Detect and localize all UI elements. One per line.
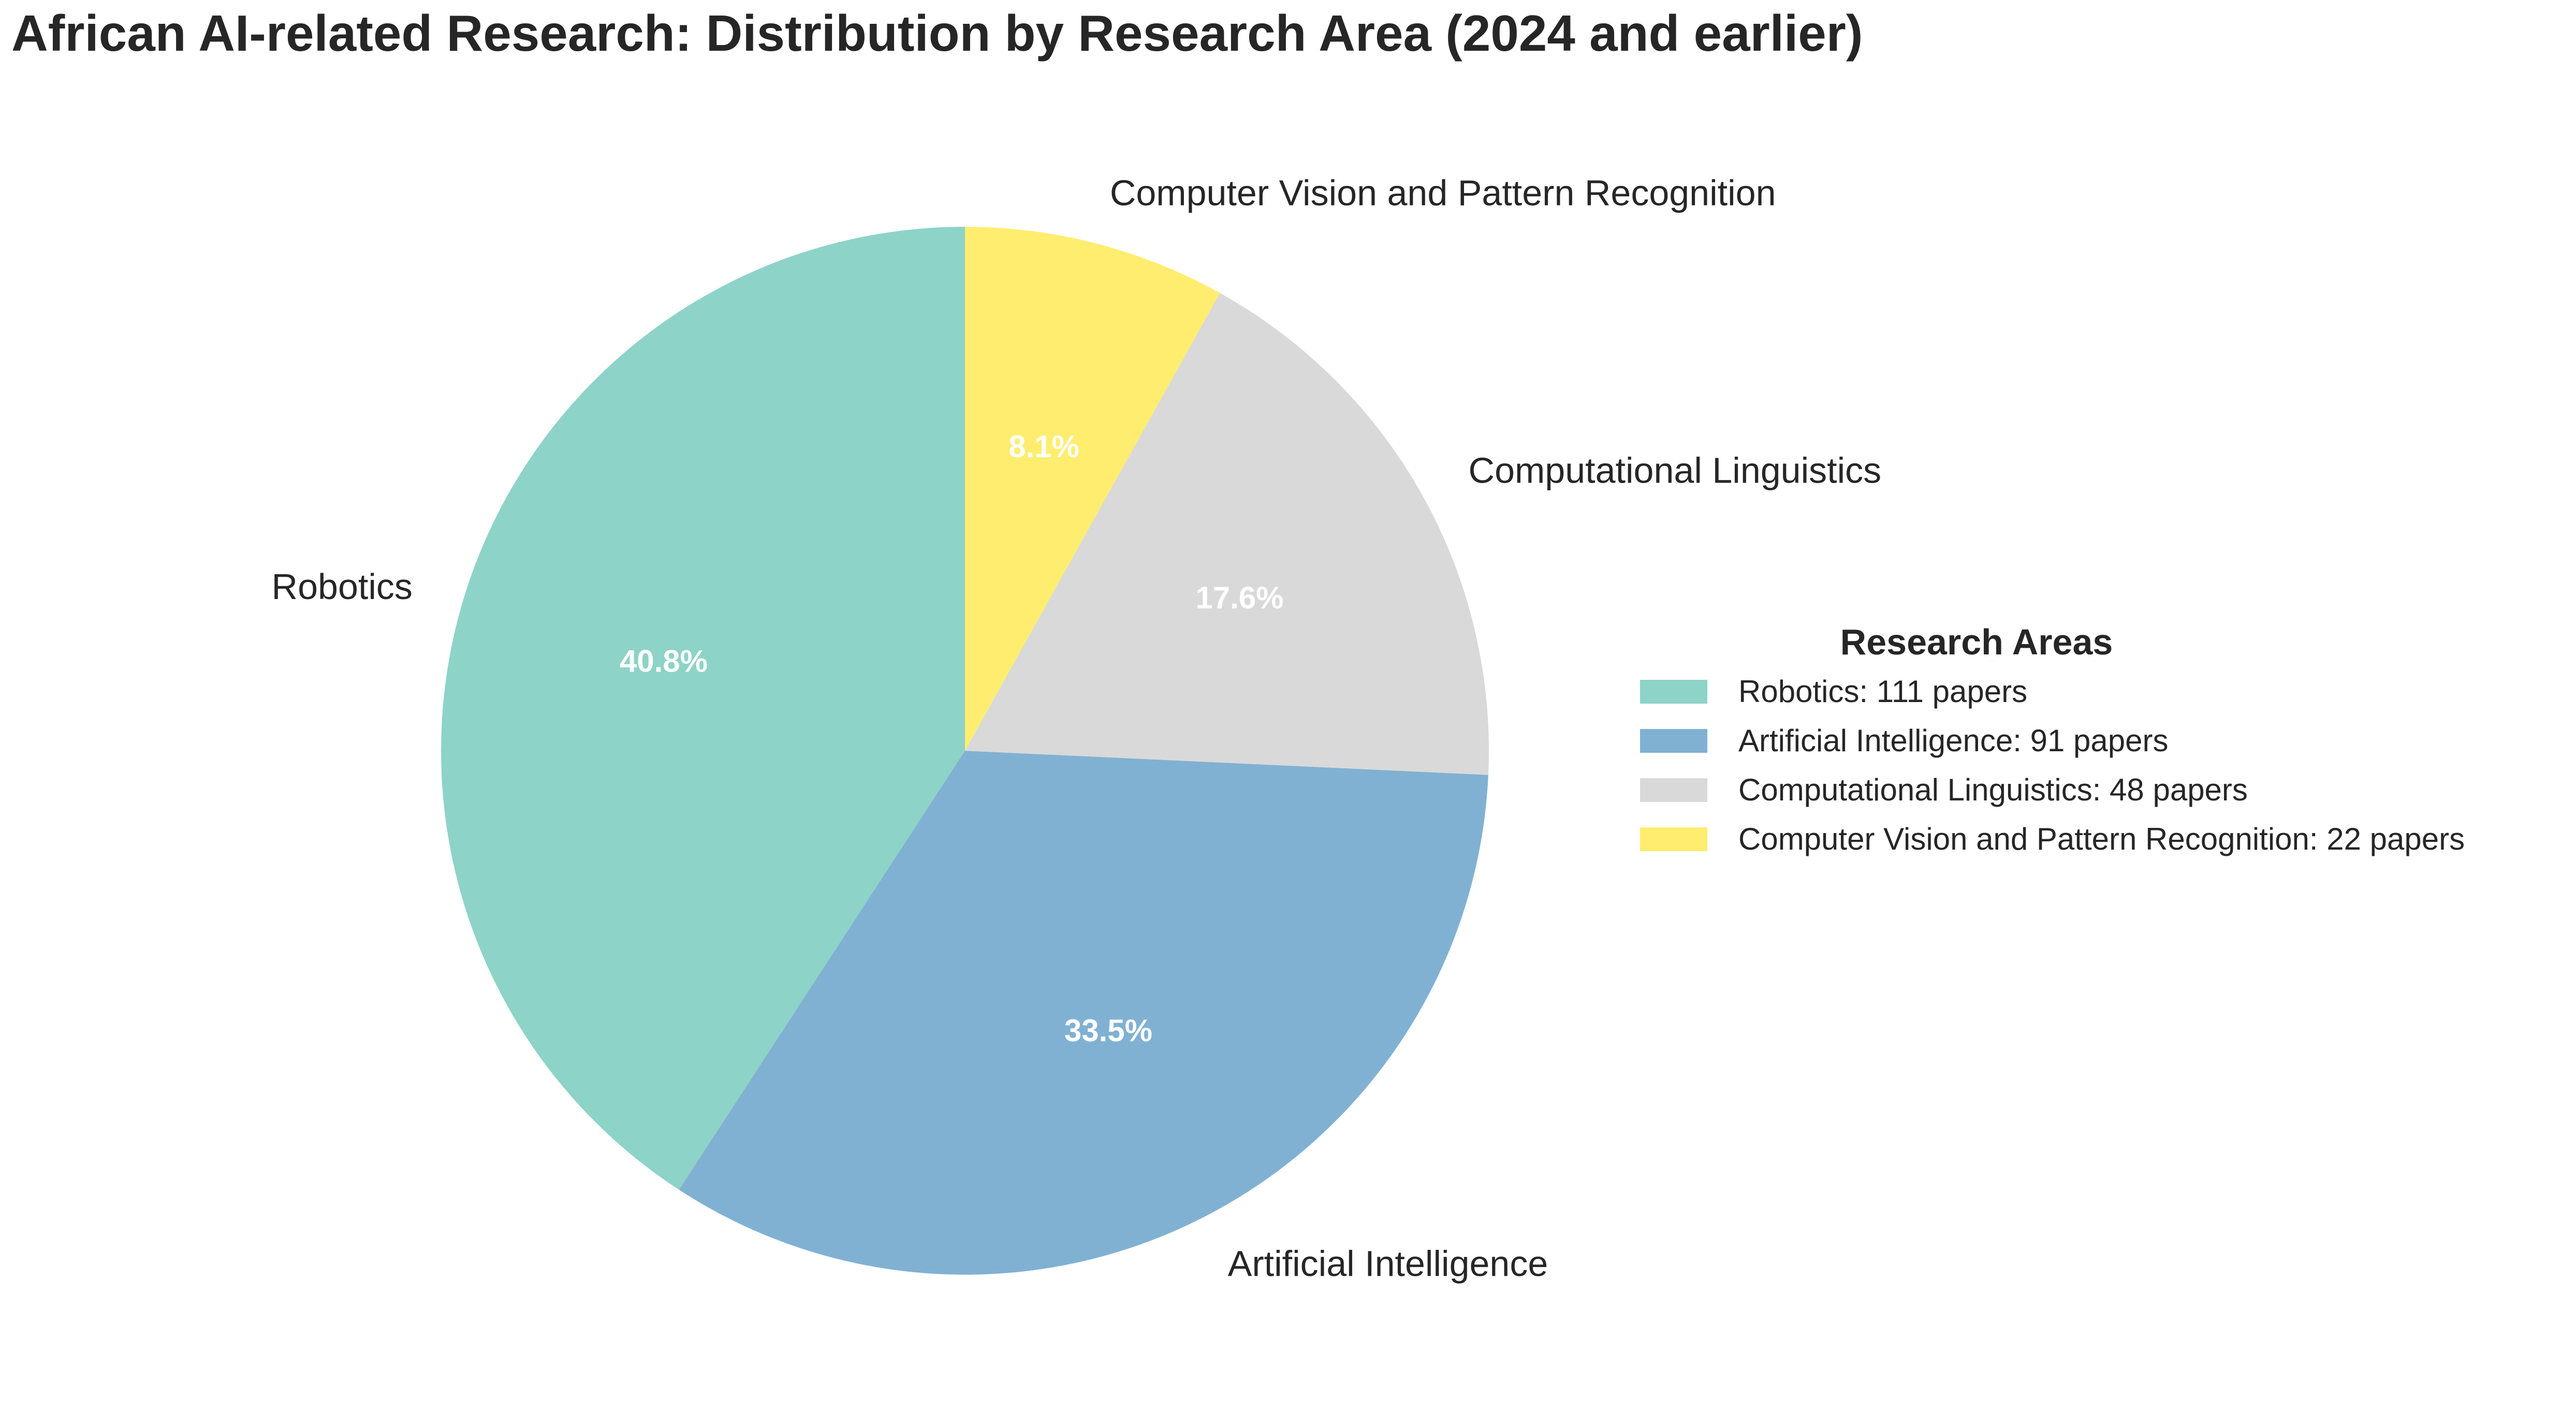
slice-category-label: Computer Vision and Pattern Recognition [1110,173,1776,213]
legend: Research Areas Robotics: 111 papers Arti… [1640,617,2572,864]
legend-swatch [1640,679,1707,704]
legend-label: Computer Vision and Pattern Recognition:… [1738,822,2465,856]
slice-percent-label: 33.5% [1064,1013,1152,1048]
pie-slice-robotics [441,227,965,1190]
pie-slice-computer-vision-and-pattern-recognition [965,227,1220,751]
chart-title: African AI-related Research: Distributio… [11,5,1863,62]
legend-item-computer-vision: Computer Vision and Pattern Recognition:… [1640,814,2572,864]
legend-item-robotics: Robotics: 111 papers [1640,667,2572,716]
slice-category-label: Artificial Intelligence [1228,1244,1548,1284]
legend-swatch [1640,827,1707,851]
legend-swatch [1640,778,1707,802]
legend-item-artificial-intelligence: Artificial Intelligence: 91 papers [1640,716,2572,765]
slice-category-label: Computational Linguistics [1469,450,1882,490]
legend-item-computational-linguistics: Computational Linguistics: 48 papers [1640,765,2572,814]
legend-label: Robotics: 111 papers [1738,674,2028,709]
pie-slice-computational-linguistics [965,293,1489,775]
legend-label: Artificial Intelligence: 91 papers [1738,723,2169,758]
legend-swatch [1640,728,1707,753]
slice-percent-label: 8.1% [1008,429,1079,464]
slice-category-label: Robotics [272,566,413,607]
pie-slice-artificial-intelligence [679,751,1488,1275]
legend-title: Research Areas [1840,622,2113,662]
slice-percent-label: 40.8% [620,644,708,679]
legend-label: Computational Linguistics: 48 papers [1738,772,2248,807]
slice-percent-label: 17.6% [1195,580,1283,615]
